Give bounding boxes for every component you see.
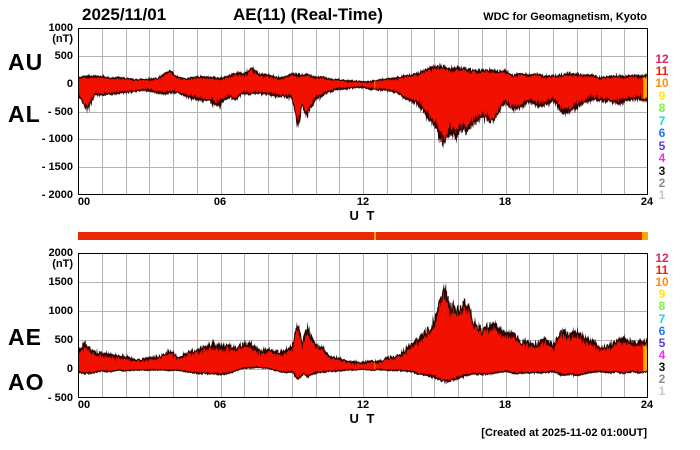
credit-text: WDC for Geomagnetism, Kyoto xyxy=(483,11,647,23)
ao-label: AO xyxy=(8,369,45,395)
station-number-4: 4 xyxy=(658,347,666,362)
station-number-7: 7 xyxy=(658,113,666,128)
ytick-bot-1000: 1000 xyxy=(48,305,73,317)
station-number-7: 7 xyxy=(658,311,666,326)
station-number-8: 8 xyxy=(658,101,666,116)
ytick-top-0: 0 xyxy=(66,78,73,90)
ytick-top-m1500: - 1500 xyxy=(41,161,73,173)
station-number-3: 3 xyxy=(658,163,666,178)
station-number-12: 12 xyxy=(655,251,669,265)
station-number-8: 8 xyxy=(658,299,666,314)
ytick-top-m500: - 500 xyxy=(47,106,73,118)
unit-label-bot: (nT) xyxy=(52,258,73,270)
station-number-3: 3 xyxy=(658,359,666,374)
station-number-2: 2 xyxy=(658,176,666,190)
station-number-6: 6 xyxy=(658,126,666,141)
al-label: AL xyxy=(8,101,41,127)
ytick-top-1000: 1000 xyxy=(48,22,73,34)
date-title: 2025/11/01 xyxy=(82,5,167,24)
xtick-top-06: 06 xyxy=(213,196,227,208)
ytick-top-500: 500 xyxy=(54,50,73,62)
station-number-1: 1 xyxy=(658,384,666,399)
xtick-bot-12: 12 xyxy=(356,399,370,411)
xtick-bot-06: 06 xyxy=(213,399,227,411)
au-label: AU xyxy=(8,49,44,75)
station-number-5: 5 xyxy=(658,335,666,350)
ytick-top-m2000: - 2000 xyxy=(41,189,73,201)
station-number-11: 11 xyxy=(655,63,669,78)
station-number-4: 4 xyxy=(658,151,666,166)
xtick-bot-24: 24 xyxy=(640,399,654,411)
station-number-11: 11 xyxy=(655,263,669,278)
xtick-bot-18: 18 xyxy=(498,399,512,411)
ytick-bot-1500: 1500 xyxy=(48,276,73,288)
availability-gap-mark xyxy=(374,232,376,240)
xtick-top-18: 18 xyxy=(498,196,512,208)
station-number-1: 1 xyxy=(658,188,666,203)
station-number-9: 9 xyxy=(658,287,666,302)
ae-ao-plot xyxy=(78,253,648,398)
station-number-2: 2 xyxy=(658,372,666,386)
ut-label-top: U T xyxy=(349,208,377,223)
ytick-bot-m500: - 500 xyxy=(47,392,73,404)
au-al-plot xyxy=(78,28,648,195)
xtick-top-24: 24 xyxy=(640,196,654,208)
station-number-12: 12 xyxy=(655,51,669,66)
station-number-10: 10 xyxy=(655,76,669,91)
unit-label-top: (nT) xyxy=(52,33,73,45)
ytick-bot-500: 500 xyxy=(54,334,73,346)
station-number-5: 5 xyxy=(658,138,666,153)
ae-label: AE xyxy=(8,324,42,350)
xtick-bot-00: 00 xyxy=(77,399,91,411)
station-number-6: 6 xyxy=(658,323,666,338)
ut-label-bot: U T xyxy=(349,411,377,426)
availability-end-mark xyxy=(642,232,648,240)
station-number-9: 9 xyxy=(658,88,666,103)
plot-title: AE(11) (Real-Time) xyxy=(233,5,383,24)
ytick-top-m1000: - 1000 xyxy=(41,133,73,145)
ytick-bot-2000: 2000 xyxy=(48,247,73,259)
created-timestamp: [Created at 2025-11-02 01:00UT] xyxy=(481,427,647,439)
ytick-bot-0: 0 xyxy=(66,363,73,375)
xtick-top-00: 00 xyxy=(77,196,91,208)
xtick-top-12: 12 xyxy=(356,196,370,208)
availability-bar xyxy=(78,232,648,240)
station-number-10: 10 xyxy=(655,275,669,290)
